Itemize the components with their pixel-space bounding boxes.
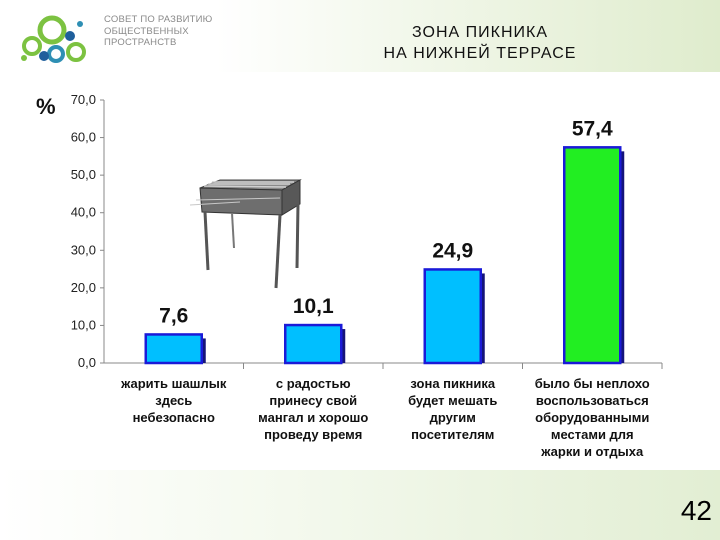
bar — [284, 323, 343, 365]
data-label: 24,9 — [432, 239, 473, 262]
logo-circles-icon — [21, 15, 86, 63]
x-category-label: воспользоваться — [536, 393, 649, 408]
x-category-label: мангал и хорошо — [258, 410, 368, 425]
x-category-label: принесу свой — [269, 393, 357, 408]
y-tick-label: 50,0 — [71, 167, 96, 182]
page-number: 42 — [680, 495, 712, 526]
grill-icon — [189, 179, 302, 289]
logo-text: СОВЕТ ПО РАЗВИТИЮ ОБЩЕСТВЕННЫХ ПРОСТРАНС… — [104, 14, 212, 49]
x-category-label: проведу время — [264, 427, 362, 442]
title-line: НА НИЖНЕЙ ТЕРРАСЕ — [383, 45, 577, 62]
y-axis-label: % — [36, 94, 56, 119]
y-tick-label: 70,0 — [71, 92, 96, 107]
y-tick-label: 10,0 — [71, 317, 96, 332]
x-category-label: небезопасно — [133, 410, 215, 425]
data-label: 57,4 — [572, 117, 613, 140]
x-category-label: жарить шашлык — [120, 376, 227, 391]
logo-line: ОБЩЕСТВЕННЫХ — [104, 25, 189, 37]
data-label: 7,6 — [159, 304, 188, 327]
x-category-label: местами для — [551, 427, 634, 442]
header-band — [0, 0, 720, 72]
y-tick-label: 20,0 — [71, 280, 96, 295]
bar — [144, 333, 203, 365]
x-category-label: здесь — [155, 393, 192, 408]
organization-logo — [14, 8, 234, 68]
x-category-label: будет мешать — [408, 393, 497, 408]
y-tick-label: 60,0 — [71, 130, 96, 145]
x-category-label: зона пикника — [410, 376, 495, 391]
x-category-label: с радостью — [276, 376, 351, 391]
title-line: ЗОНА ПИКНИКА — [412, 24, 548, 41]
y-tick-label: 0,0 — [78, 355, 96, 370]
x-category-label: оборудованными — [535, 410, 649, 425]
data-label: 10,1 — [293, 295, 334, 318]
slide-title: ЗОНА ПИКНИКА НА НИЖНЕЙ ТЕРРАСЕ — [300, 22, 660, 64]
y-tick-label: 40,0 — [71, 205, 96, 220]
y-tick-label: 30,0 — [71, 242, 96, 257]
footer-band — [0, 470, 720, 540]
x-category-label: было бы неплохо — [535, 376, 650, 391]
x-category-label: другим — [430, 410, 476, 425]
bar-chart: 0,0 10,0 20,0 30,0 40,0 50,0 60,0 70,0% 7,6 жарит… — [36, 92, 663, 459]
x-category-label: посетителям — [411, 427, 494, 442]
logo-line: СОВЕТ ПО РАЗВИТИЮ — [104, 14, 213, 25]
bar — [423, 268, 482, 365]
logo-line: ПРОСТРАНСТВ — [104, 37, 177, 48]
x-category-label: жарки и отдыха — [540, 444, 644, 459]
bar — [563, 146, 622, 365]
